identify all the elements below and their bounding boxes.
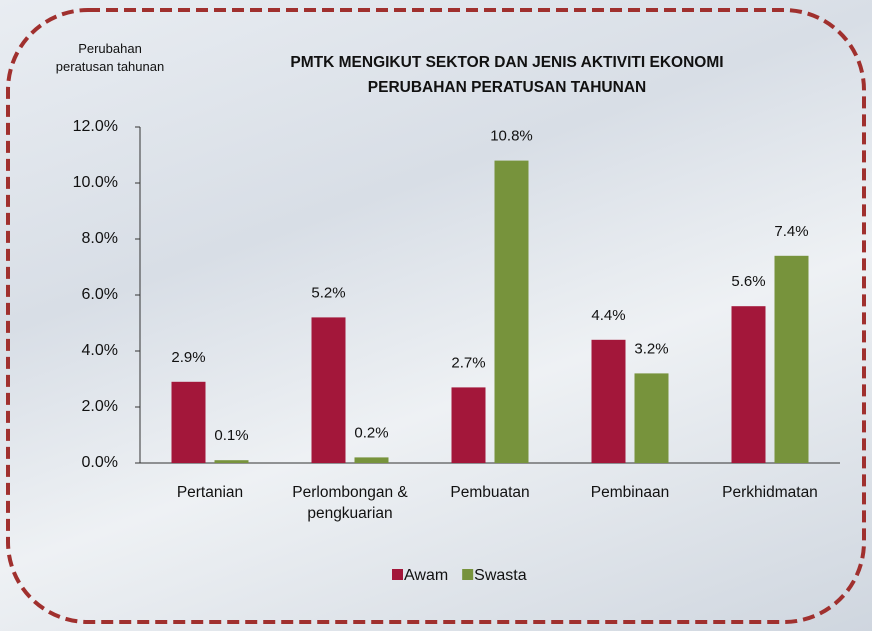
x-tick-label: Perkhidmatan (722, 484, 818, 501)
data-label: 0.1% (214, 427, 248, 444)
data-label: 4.4% (591, 307, 625, 324)
y-tick-label: 12.0% (73, 118, 118, 135)
y-tick-label: 2.0% (82, 398, 118, 415)
y-tick-label: 8.0% (82, 230, 118, 247)
y-tick-label: 4.0% (82, 342, 118, 359)
bar (774, 255, 809, 463)
bar (634, 373, 669, 463)
data-label: 5.2% (311, 284, 345, 301)
bar (354, 457, 389, 463)
bar (214, 460, 249, 463)
data-label: 2.9% (171, 349, 205, 366)
y-tick-label: 10.0% (73, 174, 118, 191)
data-label: 7.4% (774, 223, 808, 240)
y-tick-label: 6.0% (82, 286, 118, 303)
dashed-frame (6, 8, 866, 624)
bar (731, 306, 766, 463)
bar (311, 317, 346, 463)
x-tick-label: Pembuatan (450, 484, 530, 501)
data-label: 0.2% (354, 424, 388, 441)
data-label: 10.8% (490, 128, 533, 145)
y-tick-label: 0.0% (82, 454, 118, 471)
x-tick-label: Pertanian (176, 484, 244, 501)
x-tick-label: Pembinaan (590, 484, 670, 501)
data-label: 5.6% (731, 273, 765, 290)
bar (171, 381, 206, 463)
y-axis-label: Perubahan peratusan tahunan (55, 41, 165, 74)
legend-label: Swasta (474, 567, 527, 584)
bar (451, 387, 486, 463)
bar (591, 339, 626, 463)
legend-swatch (392, 569, 403, 580)
data-label: 2.7% (451, 354, 485, 371)
chart-subtitle: PERUBAHAN PERATUSAN TAHUNAN (368, 79, 646, 96)
x-tick-label: Perlombongan & pengkuarian (292, 484, 408, 522)
data-label: 3.2% (634, 340, 668, 357)
bar (494, 160, 529, 463)
chart-title: PMTK MENGIKUT SEKTOR DAN JENIS AKTIVITI … (290, 54, 723, 71)
legend-swatch (462, 569, 474, 580)
legend-label: Awam (404, 567, 448, 584)
